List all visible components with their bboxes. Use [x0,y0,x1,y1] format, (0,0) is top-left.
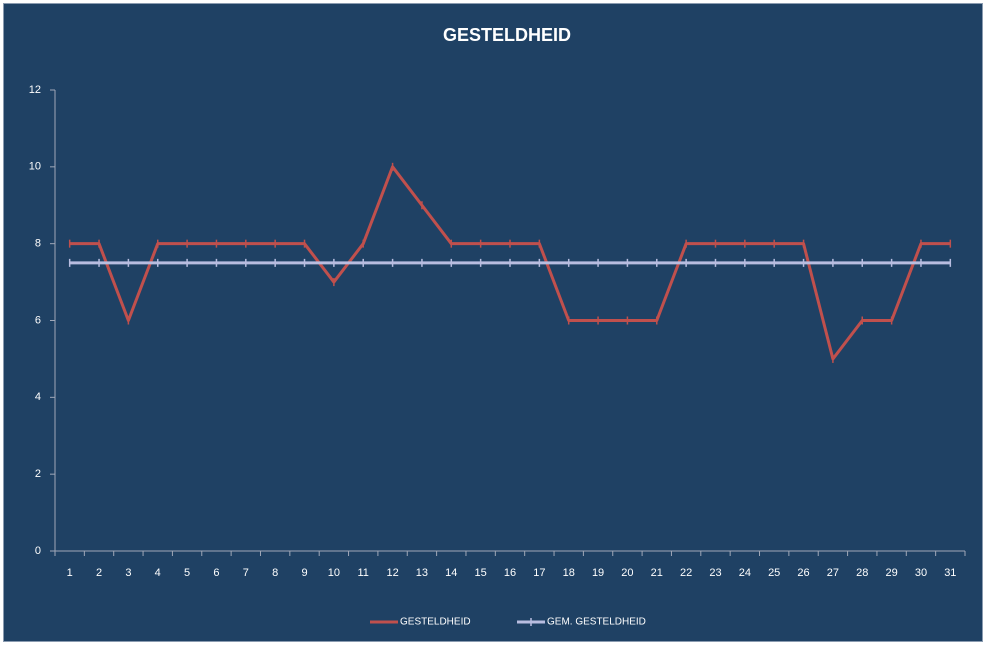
x-tick-label: 12 [386,567,398,579]
x-tick-label: 24 [739,567,751,579]
x-tick-label: 23 [709,567,721,579]
x-tick-label: 2 [96,567,102,579]
x-tick-label: 22 [680,567,692,579]
x-tick-label: 20 [621,567,633,579]
x-tick-label: 3 [125,567,131,579]
chart-background [3,3,983,642]
x-tick-label: 19 [592,567,604,579]
x-tick-label: 7 [243,567,249,579]
x-tick-label: 30 [915,567,927,579]
x-tick-label: 31 [944,567,956,579]
x-tick-label: 28 [856,567,868,579]
y-tick-label: 12 [29,84,41,96]
y-tick-label: 4 [35,391,41,403]
x-tick-label: 1 [67,567,73,579]
x-tick-label: 29 [885,567,897,579]
x-tick-label: 25 [768,567,780,579]
x-tick-label: 9 [301,567,307,579]
x-tick-label: 14 [445,567,457,579]
legend-label: GEM. GESTELDHEID [547,617,646,628]
y-tick-label: 8 [35,238,41,250]
x-tick-label: 27 [827,567,839,579]
y-tick-label: 2 [35,468,41,480]
legend-label: GESTELDHEID [400,617,471,628]
x-tick-label: 16 [504,567,516,579]
x-tick-label: 10 [328,567,340,579]
x-tick-label: 5 [184,567,190,579]
y-tick-label: 6 [35,314,41,326]
x-tick-label: 26 [797,567,809,579]
x-tick-label: 13 [416,567,428,579]
x-tick-label: 4 [155,567,161,579]
chart-title: GESTELDHEID [443,25,571,45]
x-tick-label: 8 [272,567,278,579]
x-tick-label: 6 [213,567,219,579]
y-tick-label: 10 [29,161,41,173]
x-tick-label: 21 [651,567,663,579]
x-tick-label: 15 [475,567,487,579]
x-tick-label: 17 [533,567,545,579]
x-tick-label: 18 [563,567,575,579]
y-tick-label: 0 [35,545,41,557]
x-tick-label: 11 [358,567,369,579]
